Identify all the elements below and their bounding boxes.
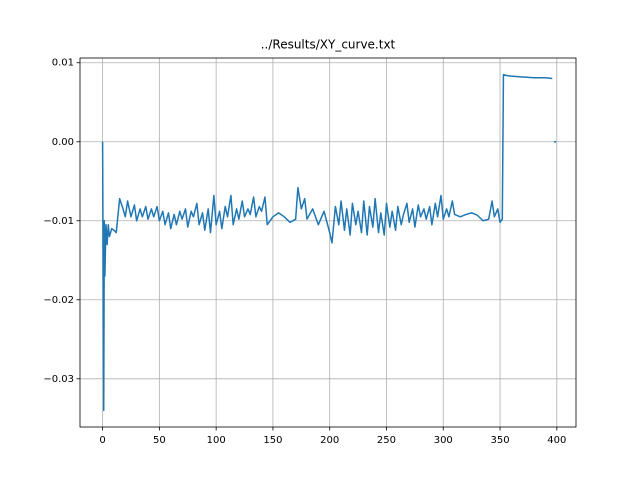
y-tick-label: −0.03 <box>43 374 74 385</box>
x-tick-label: 400 <box>547 435 566 446</box>
chart-title: ../Results/XY_curve.txt <box>261 38 396 52</box>
y-tick-label: 0.01 <box>52 58 74 69</box>
x-tick-label: 300 <box>434 435 453 446</box>
y-tick-label: −0.02 <box>43 295 74 306</box>
x-tick-label: 100 <box>207 435 226 446</box>
x-tick-label: 50 <box>153 435 166 446</box>
y-tick-label: 0.00 <box>52 137 74 148</box>
x-tick-label: 350 <box>490 435 509 446</box>
y-tick-label: −0.01 <box>43 216 74 227</box>
plot-frame <box>79 57 577 428</box>
x-tick-label: 150 <box>263 435 282 446</box>
x-tick-label: 250 <box>377 435 396 446</box>
data-line <box>101 73 557 412</box>
x-tick-label: 200 <box>320 435 339 446</box>
x-tick-label: 0 <box>99 435 105 446</box>
